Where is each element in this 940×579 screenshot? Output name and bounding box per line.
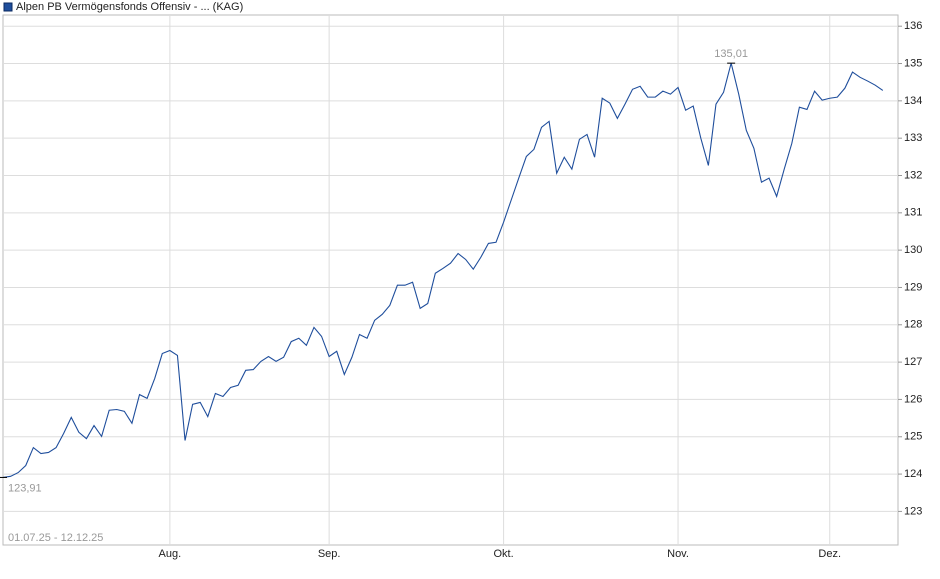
y-tick-label: 126 (904, 393, 922, 405)
y-tick-label: 131 (904, 207, 922, 219)
value-label: 135,01 (714, 48, 748, 60)
y-tick-label: 127 (904, 356, 922, 368)
y-tick-label: 123 (904, 505, 922, 517)
plot-frame (2, 14, 899, 546)
value-label: 123,91 (8, 482, 42, 494)
y-tick-label: 124 (904, 468, 922, 480)
legend-label: Alpen PB Vermögensfonds Offensiv - ... (… (16, 1, 243, 13)
price-line (2, 63, 884, 478)
y-tick-label: 135 (904, 57, 922, 69)
x-tick-label: Dez. (818, 548, 841, 560)
y-tick-label: 134 (904, 95, 922, 107)
y-tick-label: 130 (904, 244, 922, 256)
period-label: 01.07.25 - 12.12.25 (8, 532, 103, 544)
y-tick-label: 132 (904, 169, 922, 181)
x-tick-label: Aug. (159, 548, 182, 560)
x-tick-label: Nov. (667, 548, 689, 560)
y-tick-label: 125 (904, 431, 922, 443)
x-tick-label: Okt. (494, 548, 514, 560)
y-tick-label: 129 (904, 281, 922, 293)
y-tick-label: 133 (904, 132, 922, 144)
x-tick-label: Sep. (318, 548, 341, 560)
legend-swatch (3, 2, 13, 12)
y-tick-label: 136 (904, 20, 922, 32)
y-tick-label: 128 (904, 319, 922, 331)
